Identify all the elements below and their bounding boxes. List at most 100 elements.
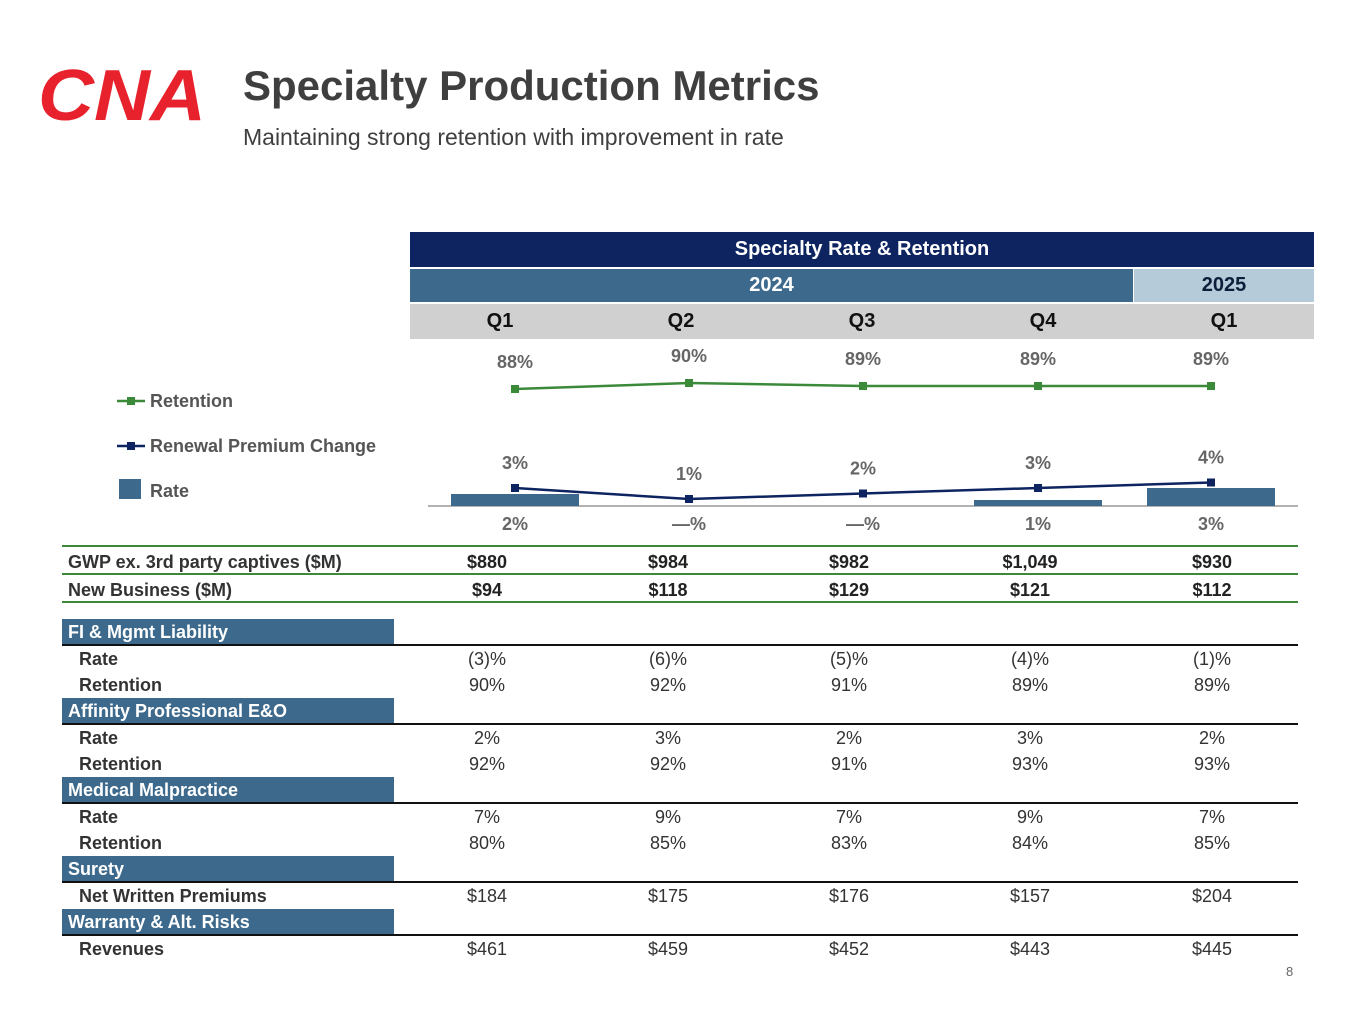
segment-header: Surety — [62, 856, 394, 882]
table-divider — [62, 545, 1298, 547]
retention-label: 90% — [671, 346, 707, 366]
row-value: 92% — [649, 754, 687, 774]
renewal-label: 1% — [676, 464, 702, 484]
row-value: $443 — [1009, 939, 1051, 959]
row-value: 92% — [468, 754, 506, 774]
row-label: Rate — [79, 649, 119, 669]
row-value: 85% — [649, 833, 687, 853]
table-row: Rate (3)% (6)% (5)% (4)% (1)% — [62, 647, 1298, 671]
page-title: Specialty Production Metrics — [243, 62, 820, 109]
retention-label: 88% — [497, 352, 533, 372]
rate-bar — [974, 500, 1102, 506]
row-value: $176 — [828, 886, 870, 906]
legend-renewal-marker — [127, 442, 135, 450]
table-divider — [62, 601, 1298, 603]
renewal-point — [511, 484, 519, 492]
rate-label: 2% — [502, 514, 528, 534]
row-value: 7% — [1198, 807, 1225, 827]
row-value: 9% — [654, 807, 681, 827]
table-divider — [62, 723, 1298, 725]
row-value: $459 — [647, 939, 689, 959]
row-value: $982 — [828, 552, 870, 572]
renewal-point — [1034, 484, 1042, 492]
row-value: $445 — [1191, 939, 1233, 959]
retention-point — [1034, 382, 1042, 390]
row-value: 3% — [654, 728, 681, 748]
row-value: (5)% — [829, 649, 868, 669]
row-value: $984 — [647, 552, 689, 572]
retention-label: 89% — [845, 349, 881, 369]
row-value: $121 — [1009, 580, 1051, 600]
renewal-point — [1207, 478, 1215, 487]
table-row: Retention 80% 85% 83% 84% 85% — [62, 831, 1298, 855]
year-2024-header: 2024 — [410, 269, 1133, 302]
table-row: Net Written Premiums $184 $175 $176 $157 $204 — [62, 884, 1298, 908]
table-divider — [62, 934, 1298, 936]
rate-label: 1% — [1025, 514, 1051, 534]
table-row: Retention 90% 92% 91% 89% 89% — [62, 673, 1298, 697]
segment-header: FI & Mgmt Liability — [62, 619, 394, 645]
quarter-header: Q1 — [486, 310, 514, 332]
row-value: $112 — [1192, 580, 1232, 600]
retention-label: 89% — [1193, 349, 1229, 369]
legend-rate-swatch — [119, 479, 141, 499]
row-value: $184 — [466, 886, 508, 906]
table-row: New Business ($M) $94 $118 $129 $121 $112 — [62, 578, 1298, 602]
table-row: Rate 2% 3% 2% 3% 2% — [62, 726, 1298, 750]
table-divider — [62, 802, 1298, 804]
row-value: 85% — [1193, 833, 1231, 853]
renewal-label: 4% — [1198, 448, 1224, 468]
page-number: 8 — [1286, 964, 1294, 979]
rate-label: —% — [846, 514, 880, 534]
row-value: 91% — [830, 754, 868, 774]
legend-retention-marker — [127, 397, 135, 405]
rate-bar — [451, 494, 579, 506]
row-value: 2% — [1198, 728, 1225, 748]
row-label: GWP ex. 3rd party captives ($M) — [68, 552, 342, 572]
quarter-header: Q4 — [1029, 310, 1057, 332]
row-value: 84% — [1011, 833, 1049, 853]
quarter-header-row: Q1 Q2 Q3 Q4 Q1 — [410, 304, 1314, 339]
row-value: $461 — [466, 939, 508, 959]
row-value: $118 — [648, 580, 688, 600]
segment-header: Affinity Professional E&O — [62, 698, 394, 724]
year-2025-header: 2025 — [1134, 269, 1314, 302]
retention-point — [685, 379, 693, 387]
legend: Retention Renewal Premium Change Rate — [117, 391, 376, 501]
segment-header: Medical Malpractice — [62, 777, 394, 803]
row-value: 93% — [1011, 754, 1049, 774]
table-row: Retention 92% 92% 91% 93% 93% — [62, 752, 1298, 776]
renewal-point — [685, 495, 693, 503]
row-value: 83% — [830, 833, 868, 853]
legend-renewal-label: Renewal Premium Change — [150, 436, 376, 456]
row-value: $94 — [471, 580, 503, 600]
row-value: $452 — [828, 939, 870, 959]
quarter-header: Q1 — [1210, 310, 1238, 332]
quarter-header: Q2 — [667, 310, 695, 332]
renewal-point — [859, 489, 867, 498]
panel-title: Specialty Rate & Retention — [410, 232, 1314, 267]
legend-retention-label: Retention — [150, 391, 233, 411]
row-value: (6)% — [648, 649, 687, 669]
row-value: 91% — [830, 675, 868, 695]
retention-point — [511, 385, 519, 393]
row-value: 7% — [473, 807, 500, 827]
row-label: Retention — [79, 754, 162, 774]
renewal-label: 2% — [850, 459, 876, 479]
row-value: $930 — [1191, 552, 1233, 572]
row-label: Net Written Premiums — [79, 886, 267, 906]
quarter-header: Q3 — [848, 310, 876, 332]
row-value: 89% — [1011, 675, 1049, 695]
table-divider — [62, 573, 1298, 575]
row-value: $1,049 — [1002, 552, 1058, 572]
renewal-label: 3% — [1025, 453, 1051, 473]
cna-logo: CNA — [38, 64, 206, 128]
row-value: 90% — [468, 675, 506, 695]
rate-label: —% — [672, 514, 706, 534]
row-value: $880 — [466, 552, 508, 572]
row-value: (3)% — [467, 649, 506, 669]
row-value: $175 — [647, 886, 689, 906]
row-value: (4)% — [1010, 649, 1049, 669]
row-value: $157 — [1009, 886, 1051, 906]
retention-label: 89% — [1020, 349, 1056, 369]
